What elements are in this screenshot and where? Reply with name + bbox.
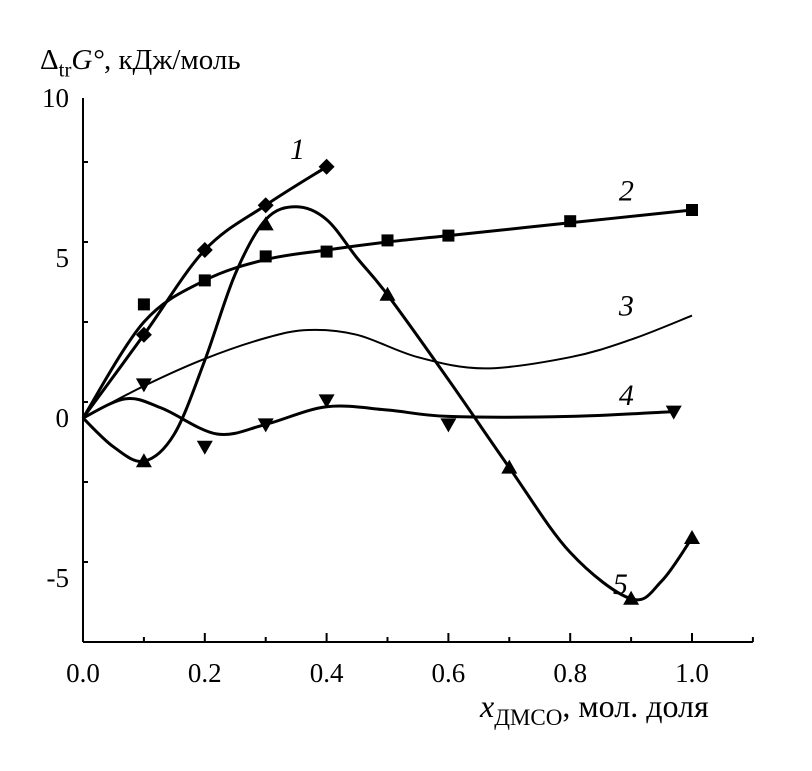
- marker-triangle-up: [257, 216, 274, 231]
- y-tick-label: 10: [42, 83, 69, 113]
- x-axis-label: xДМСО, мол. доля: [480, 688, 709, 731]
- marker-triangle-down: [196, 440, 213, 455]
- marker-square: [686, 204, 698, 216]
- series-1-label: 1: [290, 133, 305, 166]
- marker-triangle-up: [379, 286, 396, 301]
- marker-triangle-up: [135, 453, 152, 468]
- marker-square: [442, 229, 455, 242]
- marker-square: [137, 298, 150, 311]
- marker-square: [564, 215, 577, 228]
- marker-triangle-up: [623, 590, 640, 605]
- series-5-label: 5: [613, 568, 628, 601]
- marker-triangle-down: [135, 378, 152, 393]
- series-4-line: [82, 397, 674, 437]
- series-5-line: [81, 205, 694, 602]
- marker-triangle-up: [684, 530, 700, 544]
- x-tick-label: 0.6: [432, 658, 466, 688]
- x-tick-label: 0.2: [188, 658, 222, 688]
- series-2-label: 2: [619, 174, 634, 207]
- marker-square: [259, 250, 272, 263]
- series-3-line: [82, 314, 693, 419]
- series-4-label: 4: [619, 379, 634, 412]
- marker-square: [320, 245, 333, 258]
- marker-diamond: [318, 158, 335, 175]
- marker-diamond: [135, 326, 152, 343]
- y-axis-label: ΔtrG°, кДж/моль: [40, 44, 241, 82]
- marker-square: [381, 234, 394, 247]
- x-tick-label: 0.4: [310, 658, 344, 688]
- y-tick-label: 0: [56, 403, 70, 433]
- marker-diamond: [196, 242, 213, 258]
- marker-triangle-up: [501, 459, 518, 474]
- x-tick-label: 0.8: [553, 658, 587, 688]
- marker-diamond: [257, 197, 274, 214]
- x-tick-label: 1.0: [675, 658, 709, 688]
- marker-triangle-down: [318, 394, 335, 409]
- marker-triangle-down: [665, 405, 682, 420]
- marker-triangle-down: [440, 418, 457, 433]
- marker-triangle-down: [257, 418, 274, 433]
- series-1-line: [81, 165, 328, 419]
- x-tick-label: 0.0: [66, 658, 100, 688]
- series-3-label: 3: [618, 290, 634, 323]
- y-tick-label: 5: [56, 243, 70, 273]
- marker-square: [198, 274, 211, 287]
- y-tick-label: -5: [47, 563, 70, 593]
